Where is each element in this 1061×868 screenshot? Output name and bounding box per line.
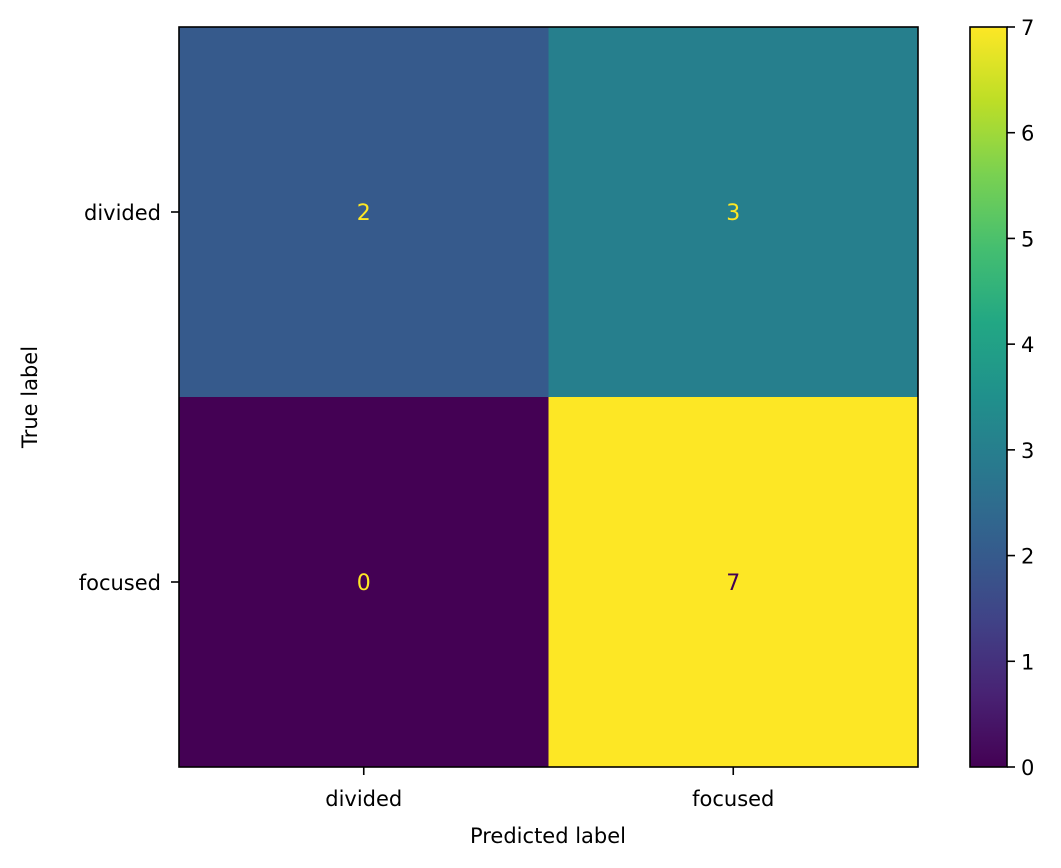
heatmap-cells [179, 27, 919, 768]
x-tick-label: divided [325, 787, 402, 811]
colorbar-tick-label: 6 [1021, 122, 1034, 146]
heatmap-cell-1-1 [548, 397, 919, 768]
plot-frame [178, 26, 919, 768]
colorbar-tick-label: 7 [1021, 16, 1034, 40]
cell-value-labels: 2 3 0 7 [357, 201, 741, 596]
colorbar-tick-label: 3 [1021, 439, 1034, 463]
colorbar-tick-label: 4 [1021, 333, 1034, 357]
y-axis-label: True label [18, 346, 42, 449]
y-axis-ticks: divided focused [79, 201, 179, 595]
x-axis-label: Predicted label [470, 824, 626, 848]
heatmap-cell-1-0 [179, 397, 549, 768]
cell-value-0-1: 3 [726, 201, 740, 226]
y-tick-label: divided [84, 201, 161, 225]
y-tick-label: focused [79, 571, 161, 595]
cell-value-0-0: 2 [357, 201, 371, 226]
cell-value-1-0: 0 [357, 571, 371, 596]
colorbar-tick-label: 1 [1021, 650, 1034, 674]
heatmap-cell-0-0 [179, 27, 549, 398]
colorbar [969, 26, 1008, 768]
colorbar-tick-label: 2 [1021, 545, 1034, 569]
x-axis-ticks: divided focused [325, 767, 774, 811]
colorbar-ticks: 0 1 2 3 4 5 6 7 [1007, 16, 1034, 780]
x-tick-label: focused [692, 787, 774, 811]
colorbar-tick-label: 0 [1021, 756, 1034, 780]
cell-value-1-1: 7 [726, 571, 740, 596]
heatmap-cell-0-1 [548, 27, 919, 398]
colorbar-tick-label: 5 [1021, 227, 1034, 251]
